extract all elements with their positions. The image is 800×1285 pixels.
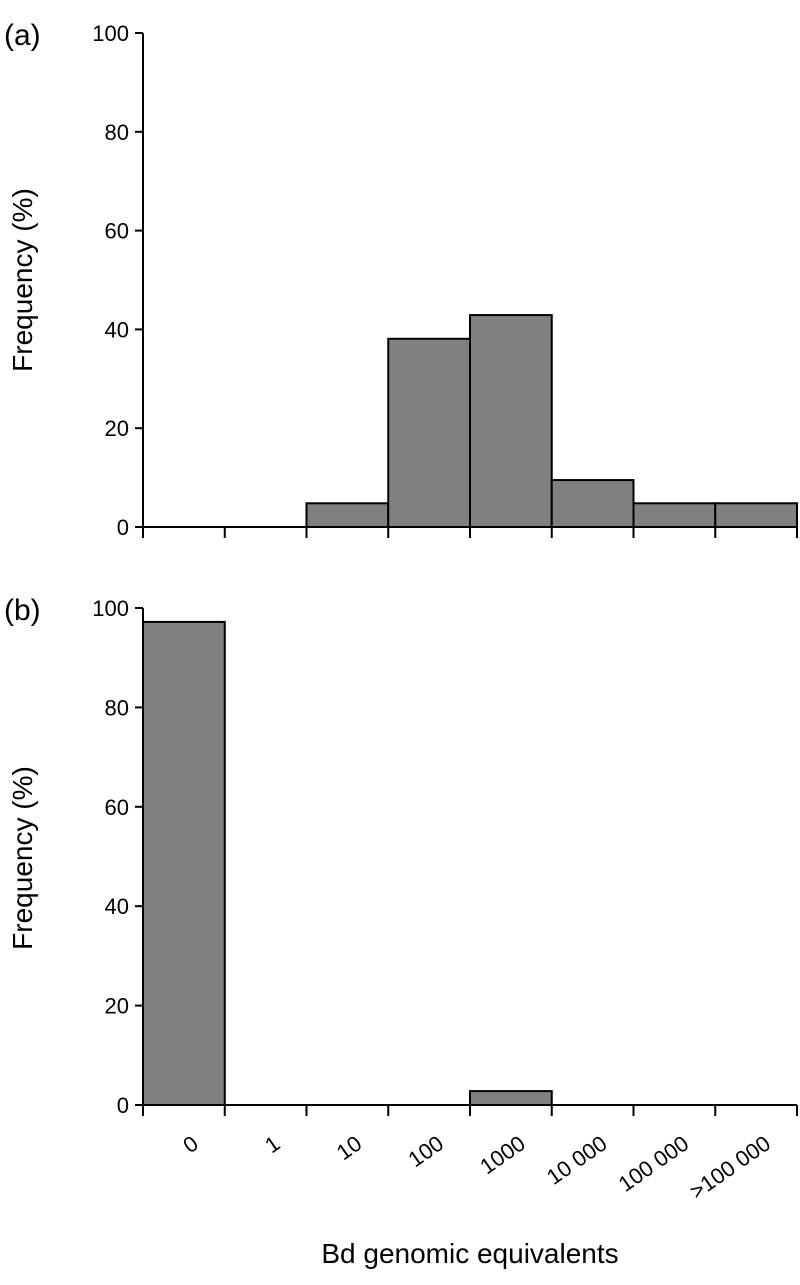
category-label-2: 10	[332, 1131, 366, 1166]
panel-b-y-tick-label-2: 40	[105, 894, 129, 919]
category-label-4: 1000	[475, 1131, 529, 1180]
x-axis-title: Bd genomic equivalents	[321, 1238, 618, 1269]
panel-a-y-tick-label-2: 40	[105, 317, 129, 342]
category-label-7: >100 000	[685, 1131, 775, 1204]
category-label-0: 0	[178, 1131, 202, 1159]
panel-b-bar-0	[142, 620, 226, 1107]
panel-b-y-tick-label-0: 0	[117, 1093, 129, 1118]
category-label-5: 10 000	[542, 1131, 611, 1190]
panel-a-y-tick-label-0: 0	[117, 515, 129, 540]
panel-b-y-tick-label-5: 100	[92, 596, 129, 621]
panel-a-y-tick-label-3: 60	[105, 219, 129, 244]
panel-a-bar-7	[714, 502, 798, 528]
panel-a-y-axis-title: Frequency (%)	[7, 188, 38, 372]
panel-b-bars	[142, 620, 553, 1107]
panel-a-bar-5	[550, 479, 635, 529]
panel-a-axes: 0 20 40 60 80 100	[92, 21, 798, 540]
panel-b-y-axis-title: Frequency (%)	[7, 766, 38, 950]
panel-a-label: (a)	[4, 19, 41, 52]
panel-b-y-tick-label-1: 20	[105, 994, 129, 1019]
category-label-6: 100 000	[614, 1131, 693, 1197]
panel-b: (b) Frequency (%) 0 20 40 60 80 100 0 1 10 100 10…	[4, 594, 798, 1204]
panel-b-y-tick-label-4: 80	[105, 695, 129, 720]
panel-a-y-tick-label-5: 100	[92, 21, 129, 46]
panel-b-y-tick-label-3: 60	[105, 795, 129, 820]
panel-a-bar-2	[305, 502, 390, 528]
panel-a-y-tick-label-4: 80	[105, 120, 129, 145]
panel-b-category-labels: 0 1 10 100 1000 10 000 100 000>100 000	[178, 1131, 775, 1204]
panel-a-bar-3	[387, 337, 471, 529]
panel-b-label: (b)	[4, 594, 41, 627]
panel-b-bar-4	[469, 1090, 553, 1106]
panel-a-bar-4	[469, 314, 553, 528]
category-label-3: 100	[404, 1131, 448, 1173]
panel-a-y-tick-label-1: 20	[105, 416, 129, 441]
panel-a-bar-6	[632, 502, 717, 528]
category-label-1: 1	[260, 1131, 284, 1159]
panel-a-bars	[305, 314, 798, 529]
panel-a: (a) Frequency (%) 0 20 40 60 80 100	[4, 19, 798, 540]
panel-b-axes: 0 20 40 60 80 100	[92, 596, 798, 1118]
